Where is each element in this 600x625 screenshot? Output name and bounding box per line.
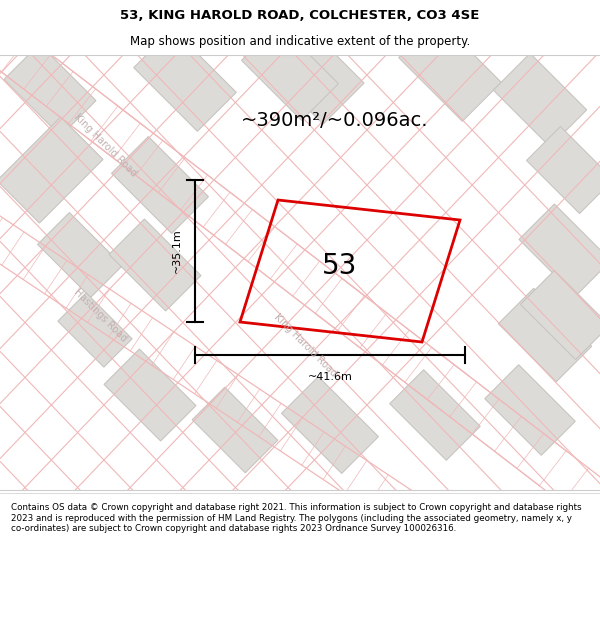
Bar bbox=[281, 377, 379, 473]
Text: Contains OS data © Crown copyright and database right 2021. This information is : Contains OS data © Crown copyright and d… bbox=[11, 504, 581, 533]
Text: 53: 53 bbox=[322, 252, 358, 280]
Text: ~41.6m: ~41.6m bbox=[308, 372, 352, 382]
Bar bbox=[520, 271, 600, 359]
Bar bbox=[112, 137, 208, 233]
Bar bbox=[134, 29, 236, 131]
Bar bbox=[242, 24, 338, 121]
Text: ~35.1m: ~35.1m bbox=[172, 229, 182, 273]
Text: Hastings Road: Hastings Road bbox=[71, 287, 128, 343]
Bar bbox=[519, 204, 600, 296]
Bar bbox=[4, 44, 96, 136]
Bar bbox=[58, 293, 132, 367]
Text: 53, KING HAROLD ROAD, COLCHESTER, CO3 4SE: 53, KING HAROLD ROAD, COLCHESTER, CO3 4S… bbox=[121, 9, 479, 22]
Bar bbox=[38, 213, 122, 298]
Text: ~390m²/~0.096ac.: ~390m²/~0.096ac. bbox=[241, 111, 429, 129]
Bar bbox=[390, 370, 480, 460]
Bar bbox=[192, 388, 278, 472]
Text: King Harold Road: King Harold Road bbox=[72, 112, 138, 178]
Text: Map shows position and indicative extent of the property.: Map shows position and indicative extent… bbox=[130, 35, 470, 48]
Text: King Harold Road: King Harold Road bbox=[272, 312, 338, 378]
Bar bbox=[527, 126, 600, 214]
Bar bbox=[485, 365, 575, 455]
Bar bbox=[256, 16, 364, 124]
Bar bbox=[0, 117, 103, 223]
Bar bbox=[493, 53, 587, 147]
Bar bbox=[399, 19, 501, 121]
Bar bbox=[499, 288, 592, 382]
Bar bbox=[109, 219, 201, 311]
Bar bbox=[104, 349, 196, 441]
